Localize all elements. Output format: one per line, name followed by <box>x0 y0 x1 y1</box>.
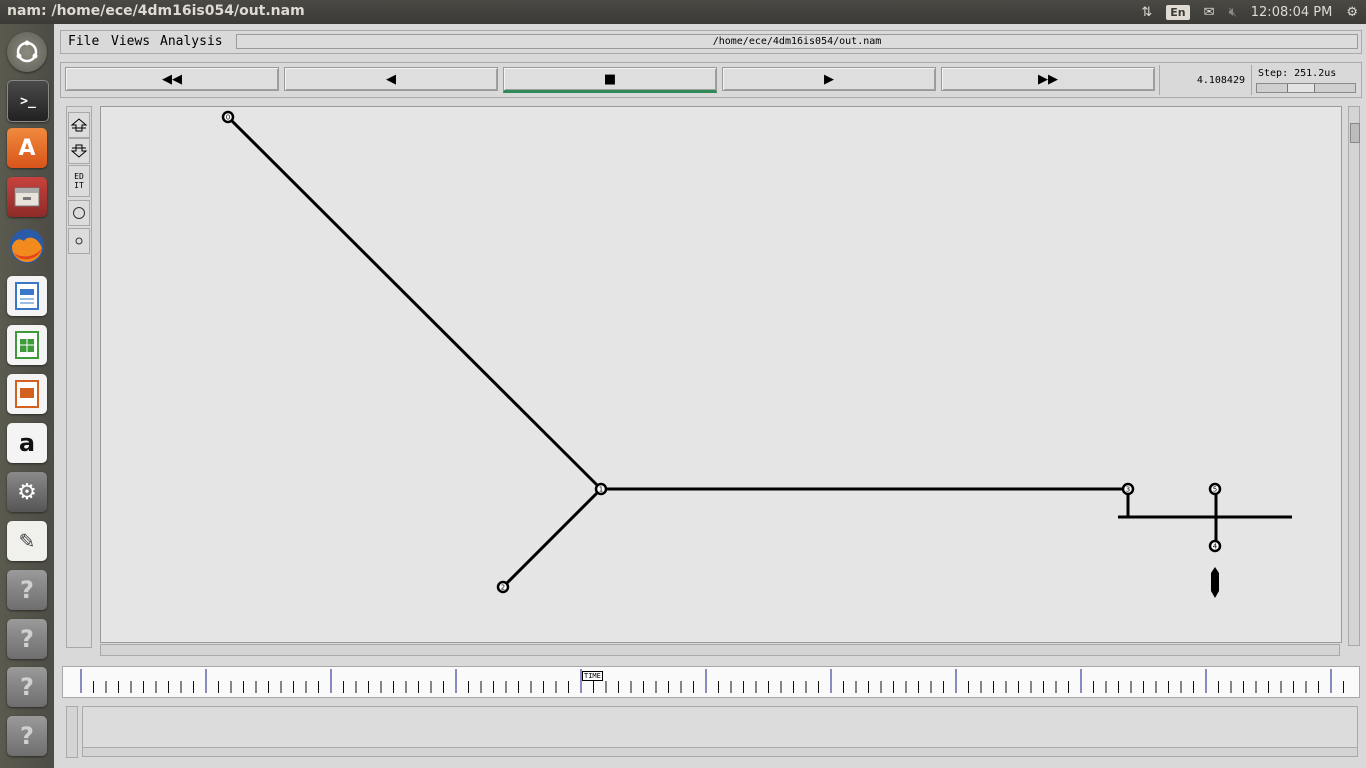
step-back-button[interactable]: ◀ <box>284 67 498 91</box>
node-5[interactable]: 5 <box>1208 482 1222 496</box>
node-1[interactable]: 1 <box>594 482 608 496</box>
svg-text:4: 4 <box>1213 543 1218 551</box>
mail-icon[interactable]: ✉ <box>1203 4 1215 20</box>
svg-text:0: 0 <box>226 114 230 122</box>
playback-controls: ◀◀ ◀ ■ ▶ ▶▶ 4.108429 Step: 251.2us <box>60 62 1362 98</box>
software-center-icon[interactable]: A <box>7 128 47 168</box>
firefox-icon[interactable] <box>7 226 47 266</box>
impress-icon[interactable] <box>7 374 47 414</box>
gear-icon[interactable]: ⚙ <box>1346 4 1358 20</box>
clock[interactable]: 12:08:04 PM <box>1250 4 1333 20</box>
large-circle-icon[interactable] <box>68 200 90 226</box>
play-button[interactable]: ▶ <box>722 67 936 91</box>
node-4[interactable]: 4 <box>1208 539 1222 553</box>
unknown-app-icon[interactable]: ? <box>7 716 47 756</box>
link-1-2 <box>501 487 603 589</box>
files-icon[interactable] <box>7 177 47 217</box>
timeline-marker[interactable]: TIME <box>582 671 603 681</box>
writer-icon[interactable] <box>7 276 47 316</box>
volume-muted-icon[interactable]: 🔇︎ <box>1228 4 1237 20</box>
settings-icon[interactable]: ⚙ <box>7 472 47 512</box>
play-backward-icon: ◀ <box>386 71 396 87</box>
dash-home-icon[interactable] <box>7 32 47 72</box>
system-top-panel: nam: /home/ece/4dm16is054/out.nam ⇅ En ✉… <box>0 0 1366 24</box>
window-title: nam: /home/ece/4dm16is054/out.nam <box>7 3 305 19</box>
text-editor-icon[interactable]: ✎ <box>7 521 47 561</box>
fast-forward-button[interactable]: ▶▶ <box>941 67 1155 91</box>
unknown-app-icon[interactable]: ? <box>7 619 47 659</box>
topology-graph: 0 1 2 3 5 4 <box>221 110 1292 598</box>
link-0-1 <box>226 115 603 491</box>
step-slider[interactable] <box>1256 83 1356 93</box>
menu-file[interactable]: File <box>68 34 100 49</box>
unknown-app-icon[interactable]: ? <box>7 667 47 707</box>
annotation-vertical-scrollbar[interactable] <box>66 706 78 758</box>
fast-forward-icon: ▶▶ <box>1038 71 1058 87</box>
stop-button[interactable]: ■ <box>503 67 717 93</box>
canvas-vertical-scrollbar[interactable] <box>1348 106 1360 646</box>
node-3[interactable]: 3 <box>1121 482 1135 496</box>
rewind-icon: ◀◀ <box>162 71 182 87</box>
svg-text:1: 1 <box>599 486 603 494</box>
network-animation-canvas[interactable]: 0 1 2 3 5 4 <box>100 106 1342 643</box>
small-circle-icon[interactable] <box>68 228 90 254</box>
zoom-in-icon[interactable] <box>68 112 90 138</box>
packet-queue <box>1211 567 1219 598</box>
menu-bar: File Views Analysis /home/ece/4dm16is054… <box>60 30 1362 54</box>
edit-mode-button[interactable]: ED IT <box>68 165 90 197</box>
svg-text:3: 3 <box>1126 486 1130 494</box>
launcher-sidebar: >_ A a ⚙ ✎ ? ? ? ? <box>0 24 55 768</box>
stop-icon: ■ <box>603 71 617 87</box>
menu-analysis[interactable]: Analysis <box>160 34 223 49</box>
node-2[interactable]: 2 <box>496 580 510 594</box>
terminal-icon[interactable]: >_ <box>7 80 49 122</box>
menu-views[interactable]: Views <box>111 34 151 49</box>
svg-text:2: 2 <box>501 584 505 592</box>
node-0[interactable]: 0 <box>221 110 235 124</box>
current-time-display: 4.108429 <box>1159 65 1249 95</box>
timeline-ticks <box>80 669 1344 693</box>
keyboard-language-indicator[interactable]: En <box>1166 4 1190 20</box>
step-control: Step: 251.2us <box>1251 65 1358 95</box>
annotation-horizontal-scrollbar[interactable] <box>82 747 1358 757</box>
scroll-thumb[interactable] <box>1350 123 1360 143</box>
system-tray: ⇅ En ✉ 🔇︎ 12:08:04 PM ⚙ <box>1141 0 1358 24</box>
rewind-button[interactable]: ◀◀ <box>65 67 279 91</box>
play-icon: ▶ <box>824 71 834 87</box>
nam-window: File Views Analysis /home/ece/4dm16is054… <box>54 24 1366 768</box>
network-icon[interactable]: ⇅ <box>1141 4 1153 20</box>
zoom-out-icon[interactable] <box>68 138 90 164</box>
unknown-app-icon[interactable]: ? <box>7 570 47 610</box>
calc-icon[interactable] <box>7 325 47 365</box>
step-label: Step: 251.2us <box>1258 68 1337 79</box>
tool-palette: ED IT <box>66 106 92 648</box>
canvas-horizontal-scrollbar[interactable] <box>100 644 1340 656</box>
step-slider-thumb[interactable] <box>1287 84 1315 92</box>
svg-text:5: 5 <box>1213 486 1217 494</box>
timeline-slider[interactable]: TIME <box>62 666 1360 698</box>
annotation-panel[interactable] <box>82 706 1358 748</box>
amazon-icon[interactable]: a <box>7 423 47 463</box>
file-path-display: /home/ece/4dm16is054/out.nam <box>236 34 1358 49</box>
